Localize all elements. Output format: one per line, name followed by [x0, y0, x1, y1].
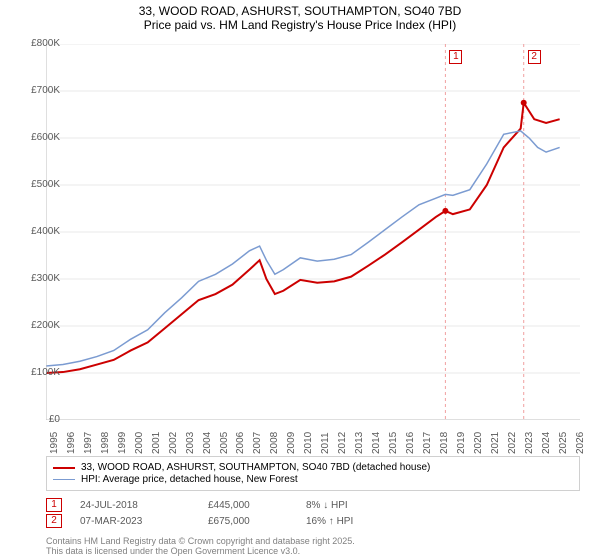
- x-tick-label: 2011: [320, 432, 331, 454]
- title-line-2: Price paid vs. HM Land Registry's House …: [0, 18, 600, 32]
- x-tick-label: 2007: [252, 432, 263, 454]
- legend: 33, WOOD ROAD, ASHURST, SOUTHAMPTON, SO4…: [46, 456, 580, 491]
- transaction-row: 2 07-MAR-2023 £675,000 16% ↑ HPI: [46, 514, 396, 528]
- x-tick-label: 2003: [185, 432, 196, 454]
- y-tick-label: £600K: [10, 132, 60, 143]
- x-tick-label: 2002: [168, 432, 179, 454]
- x-tick-label: 2009: [286, 432, 297, 454]
- footer-line-2: This data is licensed under the Open Gov…: [46, 546, 355, 556]
- y-tick-label: £300K: [10, 273, 60, 284]
- x-tick-label: 1998: [100, 432, 111, 454]
- y-tick-label: £200K: [10, 320, 60, 331]
- x-tick-label: 2025: [558, 432, 569, 454]
- chart-marker-1: 1: [449, 50, 462, 64]
- transaction-table: 1 24-JUL-2018 £445,000 8% ↓ HPI 2 07-MAR-2023…: [46, 496, 396, 530]
- transaction-marker: 1: [46, 498, 62, 512]
- x-tick-label: 2006: [235, 432, 246, 454]
- y-tick-label: £800K: [10, 38, 60, 49]
- chart-marker-2: 2: [528, 50, 541, 64]
- x-tick-label: 1997: [83, 432, 94, 454]
- transaction-delta: 16% ↑ HPI: [306, 516, 396, 527]
- y-tick-label: £0: [10, 414, 60, 425]
- x-tick-label: 2004: [202, 432, 213, 454]
- legend-swatch: [53, 479, 75, 480]
- x-tick-label: 2024: [541, 432, 552, 454]
- legend-item: HPI: Average price, detached house, New …: [53, 474, 573, 485]
- x-tick-label: 2019: [456, 432, 467, 454]
- transaction-marker: 2: [46, 514, 62, 528]
- x-tick-label: 2016: [405, 432, 416, 454]
- chart-plot: [46, 44, 580, 420]
- title-line-1: 33, WOOD ROAD, ASHURST, SOUTHAMPTON, SO4…: [0, 4, 600, 18]
- transaction-price: £675,000: [208, 516, 288, 527]
- x-tick-label: 2010: [303, 432, 314, 454]
- x-tick-label: 2017: [422, 432, 433, 454]
- y-tick-label: £500K: [10, 179, 60, 190]
- chart-title-block: 33, WOOD ROAD, ASHURST, SOUTHAMPTON, SO4…: [0, 0, 600, 32]
- y-tick-label: £400K: [10, 226, 60, 237]
- x-tick-label: 2023: [524, 432, 535, 454]
- x-tick-label: 2012: [337, 432, 348, 454]
- x-tick-label: 2005: [219, 432, 230, 454]
- x-tick-label: 2000: [134, 432, 145, 454]
- x-tick-label: 1996: [66, 432, 77, 454]
- x-tick-label: 2022: [507, 432, 518, 454]
- x-tick-label: 2013: [354, 432, 365, 454]
- x-tick-label: 2026: [575, 432, 586, 454]
- x-tick-label: 2008: [269, 432, 280, 454]
- transaction-delta: 8% ↓ HPI: [306, 500, 396, 511]
- x-tick-label: 2014: [371, 432, 382, 454]
- x-tick-label: 1999: [117, 432, 128, 454]
- legend-label: HPI: Average price, detached house, New …: [81, 474, 298, 485]
- chart-area: [46, 44, 580, 420]
- x-tick-label: 1995: [49, 432, 60, 454]
- transaction-row: 1 24-JUL-2018 £445,000 8% ↓ HPI: [46, 498, 396, 512]
- legend-label: 33, WOOD ROAD, ASHURST, SOUTHAMPTON, SO4…: [81, 462, 430, 473]
- y-tick-label: £700K: [10, 85, 60, 96]
- transaction-date: 24-JUL-2018: [80, 500, 190, 511]
- footer-attribution: Contains HM Land Registry data © Crown c…: [46, 536, 355, 557]
- x-tick-label: 2021: [490, 432, 501, 454]
- footer-line-1: Contains HM Land Registry data © Crown c…: [46, 536, 355, 546]
- legend-swatch: [53, 467, 75, 469]
- x-tick-label: 2018: [439, 432, 450, 454]
- x-tick-label: 2020: [473, 432, 484, 454]
- x-tick-label: 2015: [388, 432, 399, 454]
- legend-item: 33, WOOD ROAD, ASHURST, SOUTHAMPTON, SO4…: [53, 462, 573, 473]
- transaction-date: 07-MAR-2023: [80, 516, 190, 527]
- x-tick-label: 2001: [151, 432, 162, 454]
- y-tick-label: £100K: [10, 367, 60, 378]
- transaction-price: £445,000: [208, 500, 288, 511]
